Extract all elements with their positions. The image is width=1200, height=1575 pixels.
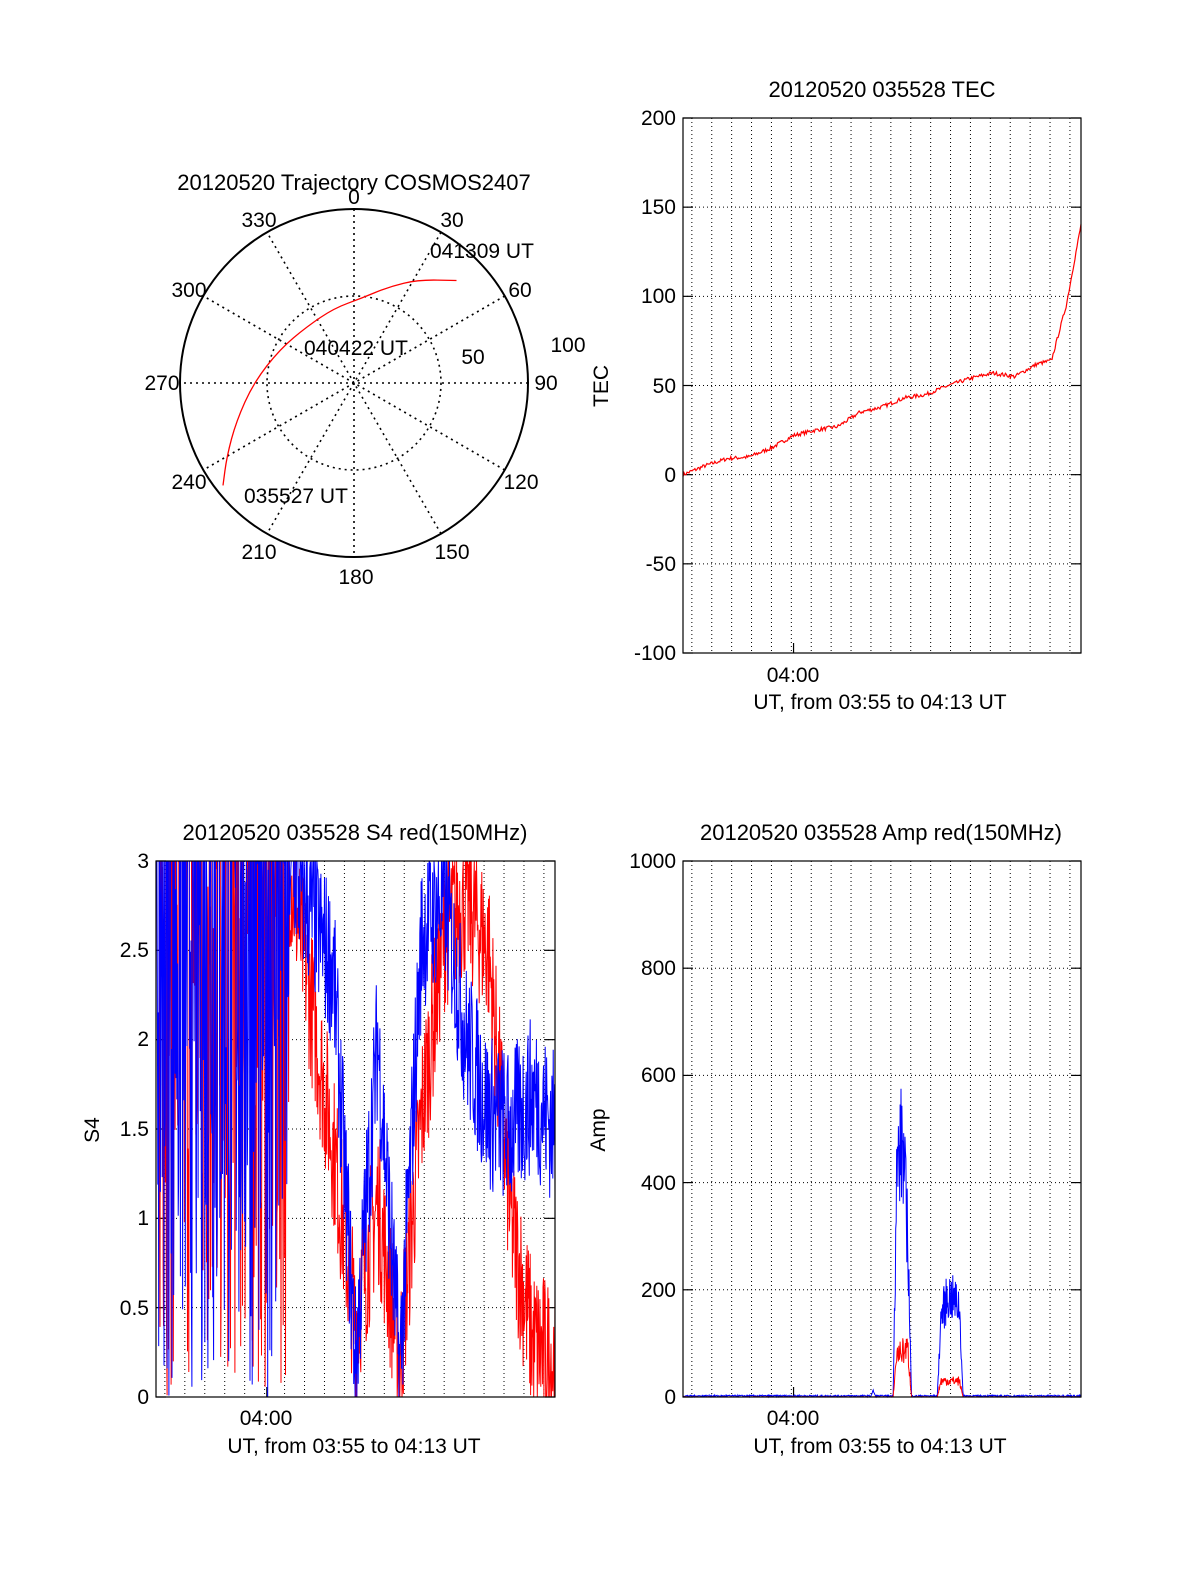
y-tick-label: 800 [641,957,676,980]
amp-series [682,1088,1082,1399]
azimuth-label: 180 [338,566,373,589]
y-tick-label: 2 [137,1028,149,1051]
azimuth-label: 90 [534,372,557,395]
tec-grid [683,117,1081,654]
y-tick-label: 1000 [629,850,676,873]
azimuth-label: 240 [171,471,206,494]
azimuth-label: 0 [348,186,360,209]
tec-y-axis-label: TEC [590,365,613,407]
tec-title: 20120520 035528 TEC [768,77,995,102]
y-tick-label: 100 [641,285,676,308]
azimuth-label: 270 [144,372,179,395]
s4-blue-line [156,860,556,1398]
polar-outer-circle [179,208,529,558]
trajectory-track [222,279,457,486]
azimuth-label: 30 [440,209,463,232]
polar-elevation-ring [266,295,442,471]
s4-y-ticks: 0 0.5 1 1.5 2 2.5 3 [120,850,149,1409]
amp-y-ticks: 0 200 400 600 800 1000 [629,850,676,1409]
azimuth-label: 210 [241,541,276,564]
y-tick-label: 150 [641,196,676,219]
polar-spoke [266,231,442,535]
amp-x-axis-label: UT, from 03:55 to 04:13 UT [753,1435,1006,1458]
y-tick-label: 0 [137,1386,149,1409]
azimuth-label: 150 [434,541,469,564]
amp-red-line [682,1338,1081,1398]
polar-grid [180,209,528,557]
polar-trajectory-chart: 20120520 Trajectory COSMOS2407 0 30 60 9… [144,170,585,589]
y-tick-label: 0 [664,464,676,487]
azimuth-label: 60 [508,279,531,302]
tec-line [682,224,1082,477]
amp-y-axis-label: Amp [587,1108,610,1151]
amp-plot-frame [682,860,1082,1398]
y-tick-label: 600 [641,1064,676,1087]
s4-x-axis-label: UT, from 03:55 to 04:13 UT [227,1435,480,1458]
s4-plot-frame [155,860,556,1398]
amp-chart: 20120520 035528 Amp red(150MHz) 0 200 40… [587,820,1082,1458]
trajectory-start-label: 035527 UT [244,485,348,508]
y-tick-label: 1.5 [120,1118,149,1141]
elevation-label: 50 [461,346,484,369]
tec-series [682,224,1082,477]
y-tick-label: 200 [641,1279,676,1302]
tec-y-ticks: -100 -50 0 50 100 150 200 [634,107,676,665]
s4-title: 20120520 035528 S4 red(150MHz) [183,820,528,845]
y-tick-label: 1 [137,1207,149,1230]
y-tick-label: 50 [653,375,676,398]
x-tick-label: 04:00 [767,664,820,687]
s4-chart: 20120520 035528 S4 red(150MHz) 0 0.5 1 1… [81,820,556,1458]
elevation-label: 100 [550,334,585,357]
y-tick-label: 2.5 [120,939,149,962]
azimuth-label: 300 [171,279,206,302]
amp-blue-line [682,1088,1082,1399]
s4-series [155,860,556,1398]
amp-title: 20120520 035528 Amp red(150MHz) [700,820,1062,845]
y-tick-label: 0 [664,1386,676,1409]
s4-y-axis-label: S4 [81,1117,104,1143]
tec-x-axis-label: UT, from 03:55 to 04:13 UT [753,691,1006,714]
azimuth-label: 330 [241,209,276,232]
y-tick-label: 200 [641,107,676,130]
tec-chart: 20120520 035528 TEC -100 -50 0 50 100 15… [590,77,1082,714]
x-tick-label: 04:00 [240,1407,293,1430]
polar-azimuth-labels: 0 30 60 90 120 150 180 210 240 270 300 3… [144,186,557,589]
x-tick-label: 04:00 [767,1407,820,1430]
y-tick-label: -100 [634,642,676,665]
y-tick-label: 400 [641,1172,676,1195]
trajectory-end-label: 041309 UT [430,240,534,263]
polar-title: 20120520 Trajectory COSMOS2407 [177,170,530,195]
tec-plot-frame [682,117,1082,654]
y-tick-label: 3 [137,850,149,873]
azimuth-label: 120 [503,471,538,494]
trajectory-mid-label: 040422 UT [304,337,408,360]
y-tick-label: 0.5 [120,1297,149,1320]
amp-grid [683,860,1081,1398]
y-tick-label: -50 [646,553,676,576]
